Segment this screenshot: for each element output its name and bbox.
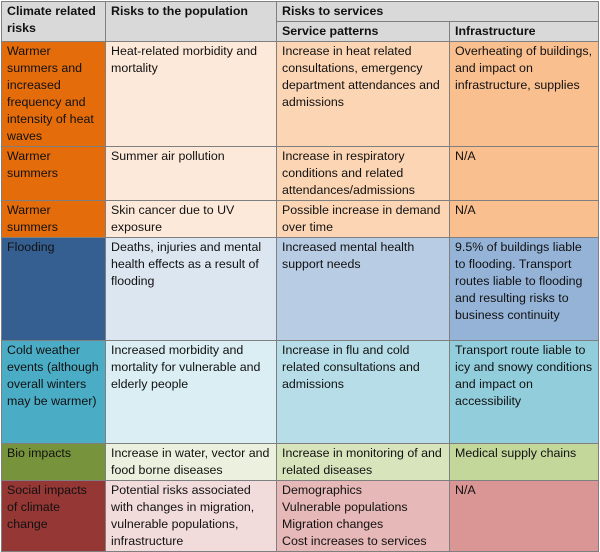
header-infrastructure: Infrastructure	[448, 21, 600, 42]
table-row: Bio impacts Increase in water, vector an…	[1, 443, 600, 481]
service-pattern-line: Vulnerable populations	[282, 500, 408, 514]
infrastructure-cell: Overheating of buildings, and impact on …	[448, 41, 600, 147]
climate-risk-cell: Bio impacts	[1, 443, 106, 481]
header-risks-services: Risks to services	[275, 1, 600, 22]
service-pattern-line: Cost increases to services	[282, 534, 427, 548]
service-patterns-cell: Increase in flu and cold related consult…	[276, 340, 450, 444]
population-risk-cell: Heat-related morbidity and mortality	[105, 41, 277, 147]
table-row: Warmer summers Summer air pollution Incr…	[1, 146, 600, 201]
infrastructure-cell: N/A	[448, 480, 600, 552]
subheader-row: Service patterns Infrastructure	[2, 21, 600, 42]
climate-risk-cell: Warmer summers	[1, 200, 106, 238]
table-row: Warmer summers and increased frequency a…	[1, 41, 600, 147]
table-row: Cold weather events (although overall wi…	[1, 340, 600, 444]
climate-risk-cell: Flooding	[1, 237, 106, 341]
climate-risk-cell: Social impacts of climate change	[1, 480, 106, 552]
header-climate-risks: Climate related risks	[1, 1, 106, 42]
table-row: Flooding Deaths, injuries and mental hea…	[1, 237, 600, 341]
service-patterns-cell: Increase in respiratory conditions and r…	[276, 146, 450, 201]
service-pattern-line: Demographics	[282, 483, 362, 497]
service-patterns-cell: Demographics Vulnerable populations Migr…	[276, 480, 450, 552]
service-patterns-cell: Increased mental health support needs	[276, 237, 450, 341]
infrastructure-cell: Transport route liable to icy and snowy …	[448, 340, 600, 444]
header-service-patterns: Service patterns	[276, 21, 450, 42]
infrastructure-cell: 9.5% of buildings liable to flooding. Tr…	[448, 237, 600, 341]
climate-risk-cell: Warmer summers and increased frequency a…	[1, 41, 106, 147]
population-risk-cell: Skin cancer due to UV exposure	[105, 200, 277, 238]
service-patterns-cell: Increase in monitoring of and related di…	[276, 443, 450, 481]
climate-risk-cell: Cold weather events (although overall wi…	[1, 340, 106, 444]
population-risk-cell: Increased morbidity and mortality for vu…	[105, 340, 277, 444]
population-risk-cell: Deaths, injuries and mental health effec…	[105, 237, 277, 341]
population-risk-cell: Potential risks associated with changes …	[105, 480, 277, 552]
service-pattern-line: Migration changes	[282, 517, 384, 531]
infrastructure-cell: Medical supply chains	[448, 443, 600, 481]
population-risk-cell: Summer air pollution	[105, 146, 277, 201]
infrastructure-cell: N/A	[448, 200, 600, 238]
service-patterns-cell: Increase in heat related consultations, …	[276, 41, 450, 147]
climate-risk-cell: Warmer summers	[1, 146, 106, 201]
table-row: Social impacts of climate change Potenti…	[1, 480, 600, 552]
service-patterns-cell: Possible increase in demand over time	[276, 200, 450, 238]
infrastructure-cell: N/A	[448, 146, 600, 201]
header-row: Climate related risks Risks to the popul…	[1, 1, 600, 42]
table-row: Warmer summers Skin cancer due to UV exp…	[1, 200, 600, 238]
header-risks-population: Risks to the population	[105, 1, 277, 42]
population-risk-cell: Increase in water, vector and food borne…	[105, 443, 277, 481]
